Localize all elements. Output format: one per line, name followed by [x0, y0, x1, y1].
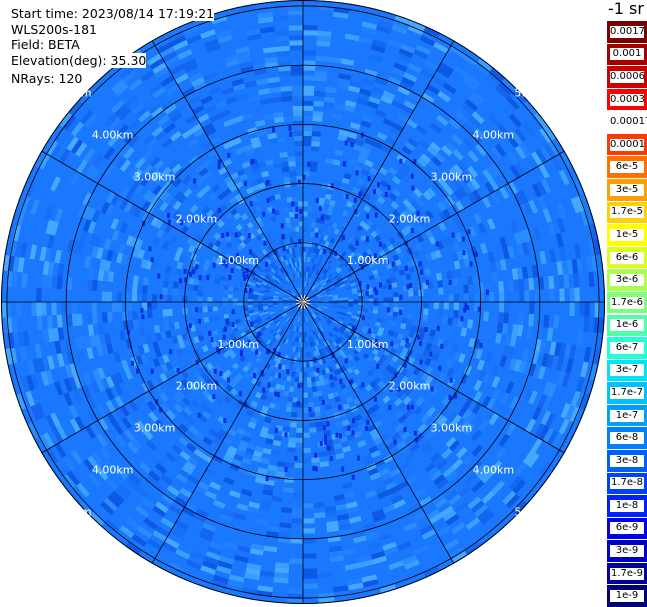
- colorbar-swatch: 3e-5: [607, 178, 647, 201]
- azimuth-spoke: [151, 40, 304, 303]
- colorbar-swatch: 6e-9: [607, 516, 647, 540]
- colorbar-tick-label: 0.0003: [610, 93, 645, 106]
- azimuth-spoke: [302, 150, 565, 303]
- range-ring-label: 3.00km: [431, 170, 473, 183]
- range-ring-label: 5.00km: [514, 505, 556, 518]
- nrays-label: NRays: 120: [11, 71, 83, 86]
- colorbar-swatch: 1.7e-7: [607, 381, 647, 404]
- range-labels: 1.00km 1.00km 1.00km 1.00km 2.00km 2.00km 2.00…: [50, 87, 556, 519]
- range-ring-label: 4.00km: [472, 129, 514, 142]
- range-ring-label: 1.00km: [218, 254, 260, 267]
- azimuth-spoke: [41, 150, 304, 303]
- colorbar-swatch: 0.0006: [607, 65, 647, 88]
- colorbar-tick-label: 6e-7: [610, 341, 644, 354]
- colorbar-tick-label: 1.7e-7: [610, 387, 644, 399]
- colorbar-swatch: 3e-8: [607, 448, 647, 472]
- azimuth-spoke: [302, 301, 565, 454]
- range-ring-label: 1.00km: [347, 254, 389, 267]
- backscatter-cell-group: [19, 24, 602, 599]
- backscatter-cells: [1, 1, 605, 604]
- colorbar-tick-label: 1e-8: [610, 499, 644, 512]
- colorbar-tick-label: 3e-8: [610, 454, 644, 467]
- range-grid: [1, 0, 605, 604]
- azimuth-spoke: [302, 40, 455, 303]
- colorbar-swatch: 6e-7: [607, 336, 647, 359]
- instrument-label: WLS200s-181: [11, 22, 97, 37]
- elevation-label: Elevation(deg): 35.30: [11, 53, 147, 68]
- range-ring-label: 2.00km: [389, 380, 431, 393]
- colorbar-swatch: 1e-8: [607, 494, 647, 517]
- colorbar-tick-label: 3e-9: [610, 545, 644, 558]
- colorbar-swatch: 0.0003: [607, 87, 647, 111]
- colorbar-swatch: 0.0017: [607, 20, 647, 43]
- range-ring-label: 4.00km: [472, 463, 514, 476]
- colorbar-unit: -1 sr: [608, 0, 644, 18]
- range-ring-label: 2.00km: [176, 380, 218, 393]
- colorbar-tick-label: 1.7e-5: [610, 206, 644, 219]
- range-ring-label: 5.00km: [50, 505, 92, 518]
- colorbar-tick-label: 6e-6: [610, 251, 644, 264]
- colorbar-tick-label: 6e-8: [610, 432, 644, 445]
- colorbar-tick-label: 1.7e-8: [610, 477, 644, 490]
- colorbar-swatch: 0.001: [607, 42, 647, 66]
- range-ring-label: 3.00km: [431, 422, 473, 435]
- colorbar-tick-label: 6e-9: [610, 522, 644, 535]
- colorbar-swatch: 1.7e-8: [607, 471, 647, 495]
- colorbar-swatch: 0.0001: [607, 132, 647, 156]
- colorbar-swatch: 1.7e-5: [607, 200, 647, 224]
- colorbar-swatch: 1.7e-6: [607, 290, 647, 314]
- colorbar-tick-label: 0.0006: [610, 70, 645, 83]
- colorbar-swatch: 6e-8: [607, 426, 647, 449]
- range-ring-label: 4.00km: [92, 129, 134, 142]
- field-label: Field: BETA: [11, 37, 80, 52]
- range-ring-label: 2.00km: [176, 212, 218, 225]
- colorbar-tick-label: 1e-5: [610, 228, 644, 241]
- colorbar-tick-label: 0.00017: [610, 116, 647, 129]
- range-ring-label: 3.00km: [134, 170, 176, 183]
- range-ring-label: 5.00km: [514, 87, 556, 100]
- colorbar-tick-label: 1.7e-9: [610, 567, 644, 580]
- colorbar-swatch: 3e-6: [607, 268, 647, 291]
- ppi-scan-plot: 1.00km 1.00km 1.00km 1.00km 2.00km 2.00km 2.00…: [1, 0, 605, 604]
- start-time-label: Start time: 2023/08/14 17:19:21: [11, 6, 215, 21]
- range-ring-label: 1.00km: [218, 338, 260, 351]
- range-ring-label: 2.00km: [389, 212, 431, 225]
- colorbar-swatch: 1e-6: [607, 313, 647, 337]
- colorbar-tick-label: 0.0001: [610, 138, 645, 151]
- range-ring-label: 4.00km: [92, 463, 134, 476]
- colorbar-tick-label: 1e-7: [610, 409, 644, 422]
- colorbar-tick-label: 0.0017: [610, 25, 645, 38]
- colorbar-tick-label: 3e-7: [610, 364, 644, 377]
- range-ring-label: 5.00km: [50, 87, 92, 100]
- backscatter-cell-group: [1, 5, 597, 594]
- colorbar: 0.0017 0.001 0.0006 0.0003 0.00017 0.0001 6e-5…: [607, 0, 647, 607]
- colorbar-tick-label: 3e-6: [610, 274, 644, 287]
- colorbar-tick-label: 3e-5: [610, 183, 644, 196]
- colorbar-swatch: 3e-9: [607, 539, 647, 562]
- colorbar-tick-label: 1e-9: [610, 590, 644, 603]
- colorbar-swatch: 1e-7: [607, 403, 647, 427]
- colorbar-swatch: 3e-7: [607, 358, 647, 382]
- center-marker-ray: [302, 299, 310, 303]
- colorbar-swatch: 1e-5: [607, 223, 647, 246]
- azimuth-spoke: [41, 301, 304, 454]
- colorbar-swatch: 1.7e-9: [607, 561, 647, 585]
- colorbar-swatch: 1e-9: [607, 584, 647, 607]
- range-ring-label: 1.00km: [347, 338, 389, 351]
- colorbar-tick-label: 0.001: [610, 48, 644, 61]
- colorbar-tick-label: 6e-5: [610, 161, 644, 174]
- azimuth-spoke: [302, 301, 455, 564]
- colorbar-tick-label: 1.7e-6: [610, 296, 644, 309]
- azimuth-spoke: [151, 301, 304, 564]
- colorbar-swatch: 6e-6: [607, 245, 647, 269]
- colorbar-swatch: 0.00017: [607, 110, 647, 133]
- colorbar-swatch: 6e-5: [607, 155, 647, 179]
- range-ring-label: 3.00km: [134, 422, 176, 435]
- colorbar-tick-label: 1e-6: [610, 319, 644, 332]
